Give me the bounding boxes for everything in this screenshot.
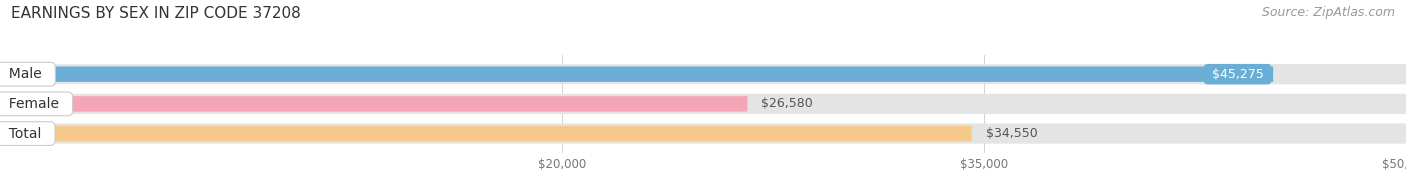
FancyBboxPatch shape	[0, 94, 1406, 114]
Text: $26,580: $26,580	[762, 97, 813, 110]
Text: Source: ZipAtlas.com: Source: ZipAtlas.com	[1261, 6, 1395, 19]
Text: $45,275: $45,275	[1208, 68, 1268, 81]
Text: $34,550: $34,550	[986, 127, 1038, 140]
FancyBboxPatch shape	[0, 96, 748, 112]
FancyBboxPatch shape	[0, 66, 1274, 82]
Text: Male: Male	[0, 67, 51, 81]
FancyBboxPatch shape	[0, 126, 972, 141]
Text: EARNINGS BY SEX IN ZIP CODE 37208: EARNINGS BY SEX IN ZIP CODE 37208	[11, 6, 301, 21]
Text: Total: Total	[0, 127, 51, 141]
FancyBboxPatch shape	[0, 64, 1406, 84]
FancyBboxPatch shape	[0, 123, 1406, 144]
Text: Female: Female	[0, 97, 67, 111]
